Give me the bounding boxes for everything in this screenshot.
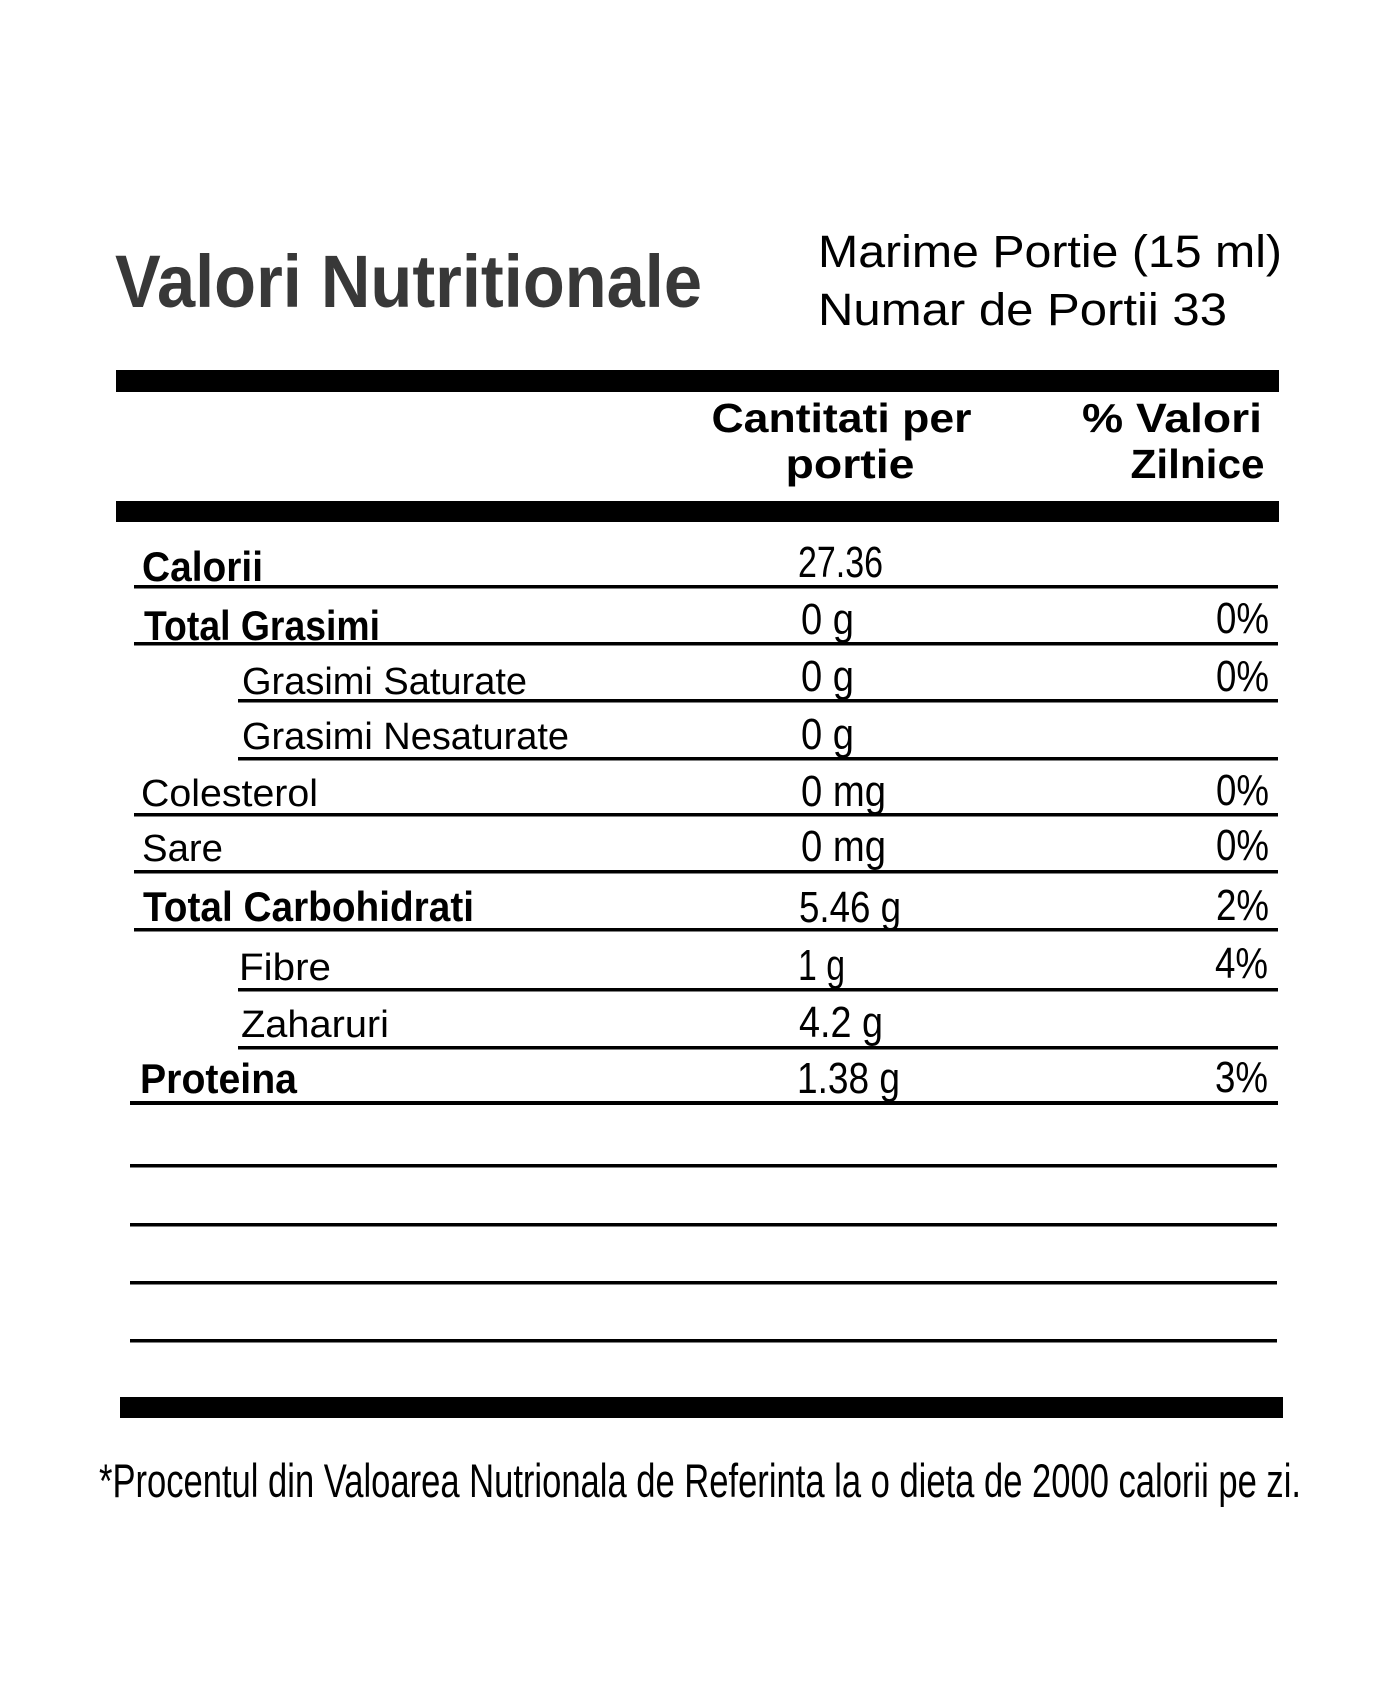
svg-text:0 mg: 0 mg bbox=[801, 822, 886, 871]
svg-text:Cantitati per: Cantitati per bbox=[712, 395, 972, 441]
svg-text:3%: 3% bbox=[1215, 1053, 1268, 1102]
svg-text:*Procentul din Valoarea Nutrio: *Procentul din Valoarea Nutrionala de Re… bbox=[99, 1454, 1301, 1507]
svg-text:Calorii: Calorii bbox=[142, 543, 263, 590]
svg-text:0 g: 0 g bbox=[801, 710, 854, 759]
svg-text:Numar de Portii 33: Numar de Portii 33 bbox=[818, 284, 1227, 335]
svg-text:portie: portie bbox=[786, 441, 915, 487]
svg-text:Sare: Sare bbox=[142, 828, 223, 870]
svg-text:Zaharuri: Zaharuri bbox=[241, 1004, 389, 1046]
svg-text:4%: 4% bbox=[1215, 939, 1268, 988]
svg-text:Colesterol: Colesterol bbox=[141, 773, 318, 815]
svg-text:Total Carbohidrati: Total Carbohidrati bbox=[143, 883, 474, 930]
svg-text:Proteina: Proteina bbox=[140, 1055, 298, 1102]
svg-text:Zilnice: Zilnice bbox=[1131, 441, 1265, 487]
svg-text:0 g: 0 g bbox=[801, 652, 854, 701]
svg-text:Marime Portie (15 ml): Marime Portie (15 ml) bbox=[818, 226, 1282, 277]
svg-text:0 mg: 0 mg bbox=[801, 767, 886, 816]
svg-text:0 g: 0 g bbox=[801, 595, 854, 644]
svg-text:0%: 0% bbox=[1216, 594, 1269, 643]
svg-text:Grasimi Nesaturate: Grasimi Nesaturate bbox=[242, 716, 569, 758]
svg-text:% Valori: % Valori bbox=[1082, 395, 1262, 441]
svg-text:Total Grasimi: Total Grasimi bbox=[144, 602, 380, 649]
svg-text:2%: 2% bbox=[1216, 881, 1269, 930]
svg-text:Grasimi Saturate: Grasimi Saturate bbox=[242, 661, 527, 703]
svg-text:Valori Nutritionale: Valori Nutritionale bbox=[115, 240, 702, 323]
svg-text:5.46 g: 5.46 g bbox=[799, 883, 901, 932]
svg-text:1.38 g: 1.38 g bbox=[797, 1054, 900, 1103]
svg-text:0%: 0% bbox=[1216, 652, 1269, 701]
svg-text:4.2 g: 4.2 g bbox=[799, 998, 883, 1047]
svg-text:0%: 0% bbox=[1216, 766, 1269, 815]
svg-text:0%: 0% bbox=[1216, 821, 1269, 870]
svg-text:Fibre: Fibre bbox=[239, 947, 331, 989]
svg-text:1 g: 1 g bbox=[798, 941, 845, 990]
svg-text:27.36: 27.36 bbox=[798, 538, 883, 587]
